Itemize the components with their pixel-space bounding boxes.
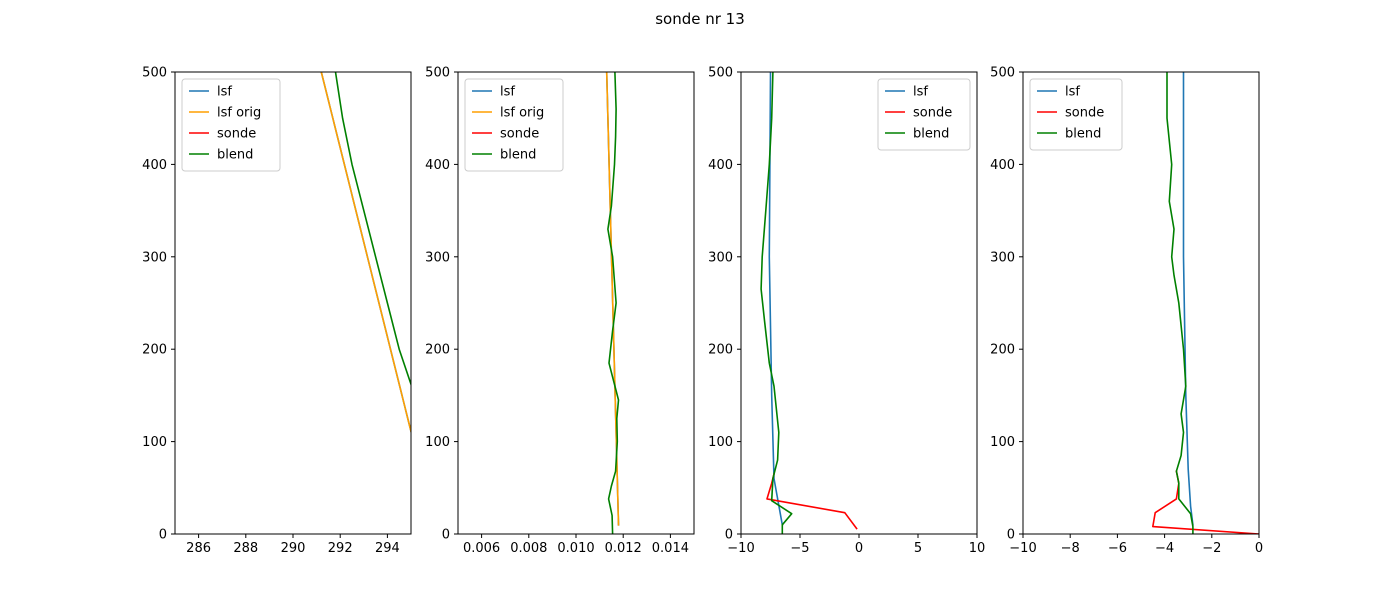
legend: lsf sonde blend	[1030, 79, 1122, 150]
legend: lsf lsf orig sonde blend	[182, 79, 280, 171]
legend-label: lsf	[1065, 85, 1080, 100]
x-tick-label: 288	[233, 541, 258, 556]
plot-area	[321, 72, 411, 431]
y-tick-label: 0	[1007, 528, 1015, 543]
x-tick-label: 0.010	[557, 541, 594, 556]
x-tick-label: 0.006	[463, 541, 500, 556]
y-tick-label: 100	[708, 435, 733, 450]
legend-label: sonde	[217, 127, 256, 142]
x-tick-label: −2	[1202, 541, 1221, 556]
x-tick-label: 10	[969, 541, 986, 556]
y-tick-label: 400	[990, 158, 1015, 173]
x-tick-label: −8	[1061, 541, 1080, 556]
y-tick-label: 200	[142, 343, 167, 358]
legend-label: lsf	[913, 85, 928, 100]
x-tick-label: −10	[727, 541, 754, 556]
plot-area	[1153, 72, 1259, 534]
y-tick-label: 300	[142, 250, 167, 265]
x-tick-label: −6	[1108, 541, 1127, 556]
figure-title: sonde nr 13	[655, 10, 745, 28]
x-tick-label: −10	[1009, 541, 1036, 556]
y-tick-label: 500	[425, 66, 450, 81]
legend-label: lsf orig	[500, 106, 544, 121]
y-tick-label: 100	[142, 435, 167, 450]
y-tick-label: 100	[990, 435, 1015, 450]
x-tick-label: −5	[790, 541, 809, 556]
series-line-blend	[761, 72, 792, 534]
legend-label: blend	[500, 148, 536, 163]
y-tick-label: 500	[142, 66, 167, 81]
y-tick-label: 500	[990, 66, 1015, 81]
y-tick-label: 0	[442, 528, 450, 543]
legend-label: blend	[913, 127, 949, 142]
series-line-blend	[336, 72, 412, 384]
x-tick-label: 0.014	[652, 541, 689, 556]
legend-label: sonde	[1065, 106, 1104, 121]
legend-label: lsf	[217, 85, 232, 100]
series-line-sonde	[767, 474, 857, 529]
x-tick-label: 0.012	[605, 541, 642, 556]
y-tick-label: 500	[708, 66, 733, 81]
plot-area	[761, 72, 857, 534]
x-tick-label: 294	[375, 541, 400, 556]
series-line-blend	[1167, 72, 1193, 534]
panel-2: 0.006 0.008 0.010 0.012 0.014 0 100 200 300 400 50…	[425, 66, 694, 557]
y-tick-label: 0	[159, 528, 167, 543]
legend: lsf lsf orig sonde blend	[465, 79, 563, 171]
legend-label: lsf	[500, 85, 515, 100]
y-tick-label: 400	[425, 158, 450, 173]
y-tick-label: 400	[708, 158, 733, 173]
x-tick-label: 0	[1255, 541, 1263, 556]
y-tick-label: 200	[425, 343, 450, 358]
panel-4: −10 −8 −6 −4 −2 0 0 100 200 300 400 500 lsf sonde blen…	[990, 66, 1263, 557]
legend-label: sonde	[500, 127, 539, 142]
legend-label: blend	[217, 148, 253, 163]
panel-1: 286 288 290 292 294 0 100 200 300 400 500 lsf lsf or…	[142, 66, 411, 557]
x-tick-label: 5	[914, 541, 922, 556]
x-tick-label: 290	[281, 541, 306, 556]
plot-area	[607, 72, 619, 534]
y-tick-label: 200	[708, 343, 733, 358]
x-tick-label: 0.008	[510, 541, 547, 556]
y-tick-label: 300	[990, 250, 1015, 265]
x-tick-label: −4	[1155, 541, 1174, 556]
legend: lsf sonde blend	[878, 79, 970, 150]
legend-label: sonde	[913, 106, 952, 121]
y-tick-label: 300	[425, 250, 450, 265]
legend-label: blend	[1065, 127, 1101, 142]
x-tick-label: 0	[855, 541, 863, 556]
y-tick-label: 400	[142, 158, 167, 173]
series-line-lsf-orig	[321, 72, 411, 431]
x-tick-label: 286	[186, 541, 211, 556]
y-tick-label: 100	[425, 435, 450, 450]
y-tick-label: 300	[708, 250, 733, 265]
y-tick-label: 200	[990, 343, 1015, 358]
series-line-sonde	[1153, 471, 1259, 534]
x-tick-label: 292	[328, 541, 353, 556]
legend-label: lsf orig	[217, 106, 261, 121]
y-tick-label: 0	[725, 528, 733, 543]
series-line-lsf	[1184, 72, 1193, 525]
